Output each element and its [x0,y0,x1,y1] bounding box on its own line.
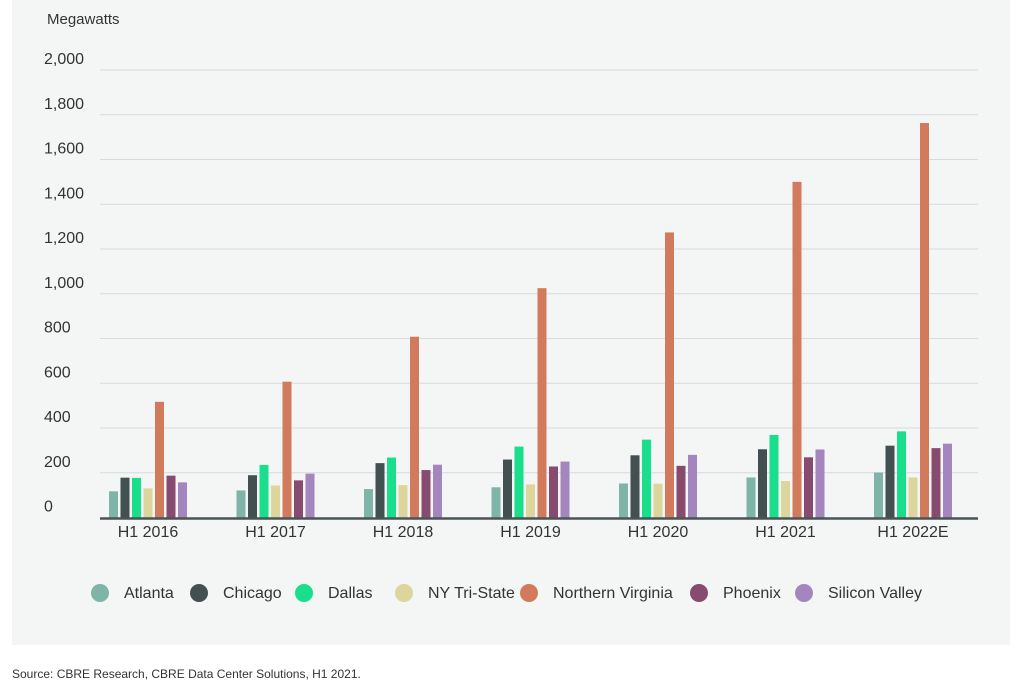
bar-dallas [259,464,269,518]
legend-label: Dallas [328,585,372,602]
bar-silicon-valley [815,449,825,518]
bar-northern-virginia [920,123,929,518]
legend-label: NY Tri-State [428,585,515,602]
source-note: Source: CBRE Research, CBRE Data Center … [12,667,361,681]
y-tick-label: 800 [44,320,71,337]
x-tick-label: H1 2019 [500,524,561,541]
bar-atlanta [364,489,373,518]
bar-ny-tri-state [526,484,535,518]
bar-chicago [758,449,767,518]
bar-phoenix [549,466,558,518]
bar-phoenix [166,475,176,518]
bar-chicago [120,477,130,518]
legend-swatch [190,584,208,602]
y-tick-label: 1,800 [44,96,84,113]
bar-atlanta [746,477,756,518]
y-tick-label: 600 [44,364,71,381]
bar-dallas [514,446,524,518]
bar-atlanta [109,491,118,518]
legend-label: Silicon Valley [828,585,922,602]
bar-dallas [897,431,906,518]
bar-phoenix [804,457,813,518]
legend-label: Chicago [223,585,282,602]
bar-ny-tri-state [271,485,280,518]
bar-dallas [769,434,779,518]
bar-silicon-valley [305,473,315,518]
bar-silicon-valley [560,461,570,518]
bar-northern-virginia [537,288,547,518]
y-tick-label: 0 [44,499,53,516]
legend-label: Northern Virginia [553,585,673,602]
bar-silicon-valley [178,482,187,518]
bar-ny-tri-state [143,488,153,518]
bar-dallas [642,439,651,518]
bar-silicon-valley [688,454,697,518]
chart-panel: Megawatts 0 200 400 600 800 1,000 1,200 1,400 1,6… [12,0,1010,645]
bar-northern-virginia [665,232,674,518]
bar-silicon-valley [433,464,442,518]
legend-label: Phoenix [723,585,781,602]
legend-swatch [520,584,538,602]
bar-northern-virginia [155,401,164,518]
legend-swatch [795,584,813,602]
y-tick-label: 1,400 [44,185,84,202]
y-tick-label: 400 [44,409,71,426]
bar-ny-tri-state [398,485,408,518]
bar-silicon-valley [943,443,952,518]
y-tick-label: 2,000 [44,51,84,68]
bar-ny-tri-state [653,483,663,518]
bar-atlanta [874,472,883,518]
bar-chicago [248,475,257,518]
bar-chicago [885,445,895,518]
bar-chart: Megawatts 0 200 400 600 800 1,000 1,200 1,400 1,6… [44,11,978,602]
legend-swatch [295,584,313,602]
legend-swatch [395,584,413,602]
y-tick-label: 1,600 [44,141,84,158]
x-tick-label: H1 2018 [373,524,434,541]
bar-ny-tri-state [781,481,790,518]
bar-dallas [387,457,396,518]
legend-label: Atlanta [124,585,174,602]
bar-atlanta [236,490,246,518]
bar-dallas [132,477,141,518]
x-tick-label: H1 2020 [628,524,689,541]
legend-swatch [690,584,708,602]
bar-northern-virginia [410,336,419,518]
x-tick-label: H1 2022E [877,524,948,541]
bar-atlanta [491,487,501,518]
x-tick-label: H1 2016 [118,524,179,541]
bar-phoenix [294,480,303,518]
y-axis-label: Megawatts [47,11,120,28]
bar-phoenix [676,465,686,518]
y-tick-label: 1,200 [44,230,84,247]
bar-atlanta [619,483,628,518]
bar-phoenix [931,448,941,518]
bar-chicago [630,455,640,518]
legend-swatch [91,584,109,602]
x-tick-label: H1 2017 [245,524,306,541]
y-tick-label: 200 [44,454,71,471]
bar-northern-virginia [282,381,292,518]
bar-chicago [375,463,385,518]
bar-chicago [503,459,512,518]
bar-northern-virginia [792,181,802,518]
y-tick-label: 1,000 [44,275,84,292]
x-tick-label: H1 2021 [755,524,816,541]
bar-phoenix [421,470,431,518]
bar-ny-tri-state [908,477,918,518]
